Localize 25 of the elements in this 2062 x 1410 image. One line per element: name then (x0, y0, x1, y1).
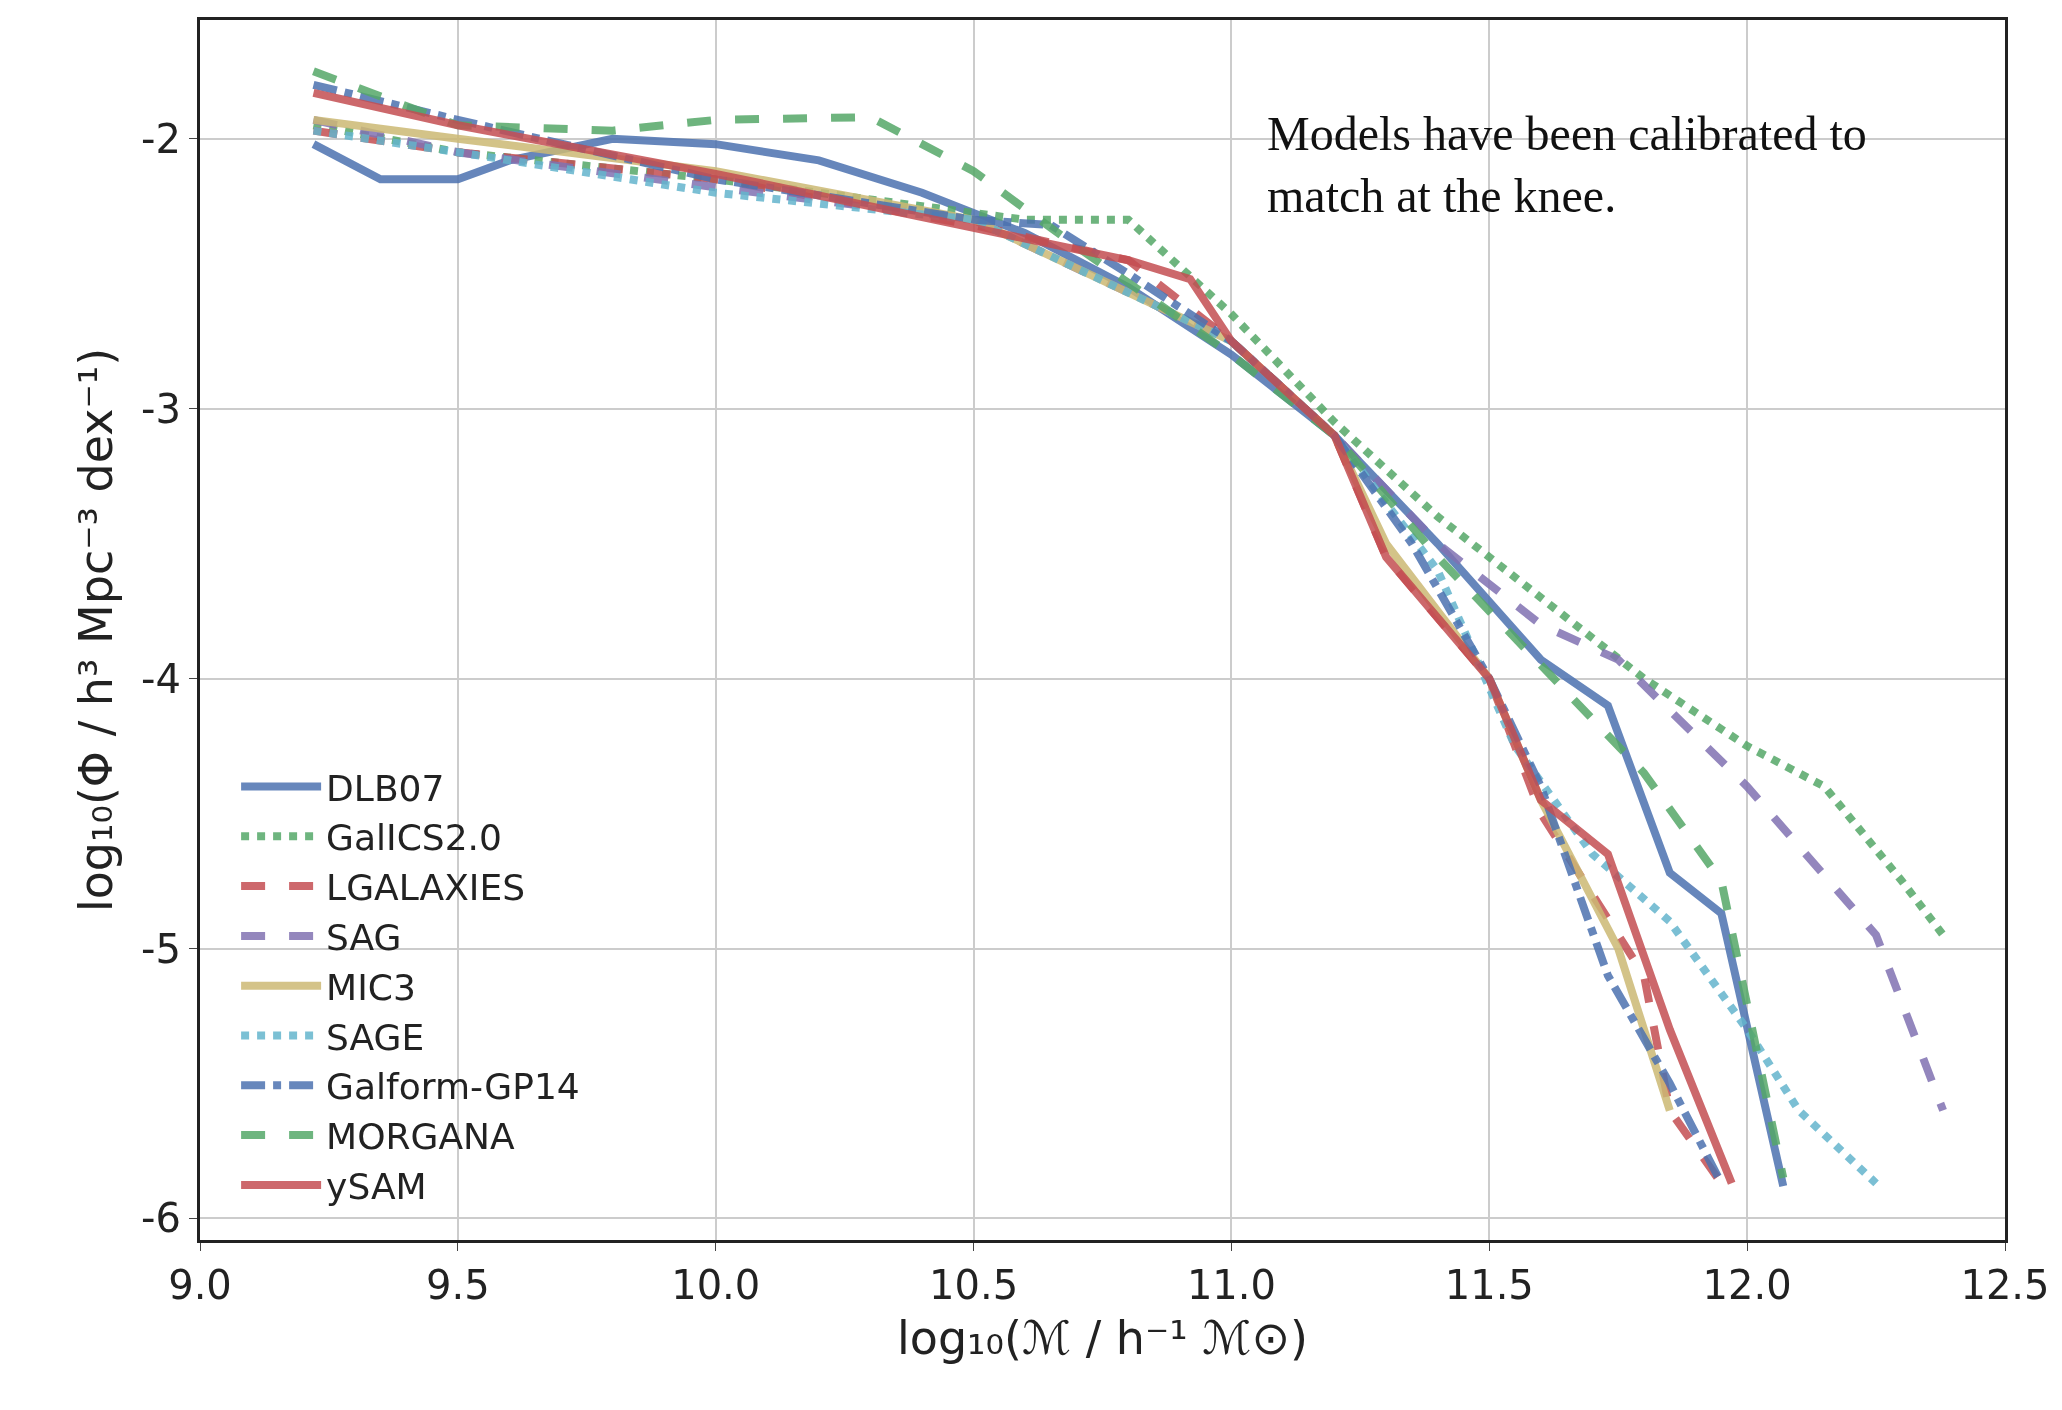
x-tick-label: 12.0 (1702, 1262, 1792, 1308)
y-tick-label: -4 (141, 655, 181, 702)
x-tick-label: 9.0 (168, 1262, 232, 1308)
x-tick-label: 11.5 (1444, 1262, 1534, 1308)
legend-label: LGALAXIES (326, 867, 526, 909)
legend-label: SAG (326, 916, 402, 958)
annotation: Models have been calibrated to match at the knee. (1267, 107, 1867, 223)
y-tick-label: -5 (141, 925, 181, 972)
y-tick-label: -3 (141, 385, 181, 432)
x-tick-label: 10.0 (671, 1262, 761, 1308)
x-tick-label: 9.5 (426, 1262, 490, 1308)
legend-label: GalICS2.0 (326, 817, 502, 859)
legend-label: MORGANA (326, 1116, 515, 1158)
legend-label: Galform-GP14 (326, 1066, 580, 1108)
legend-label: ySAM (326, 1165, 427, 1207)
x-tick-label: 10.5 (929, 1262, 1019, 1308)
x-axis-title: log₁₀(ℳ / h⁻¹ ℳ⊙) (896, 1310, 1309, 1365)
legend-label: DLB07 (326, 767, 445, 809)
y-axis-title: log₁₀(Φ / h³ Mpc⁻³ dex⁻¹) (68, 347, 123, 913)
y-tick-label: -2 (141, 115, 181, 162)
x-tick-label: 11.0 (1186, 1262, 1276, 1308)
y-tick-label: -6 (141, 1195, 181, 1242)
legend-label: SAGE (326, 1016, 425, 1058)
legend-label: MIC3 (326, 966, 416, 1008)
x-tick-label: 12.5 (1960, 1262, 2050, 1308)
